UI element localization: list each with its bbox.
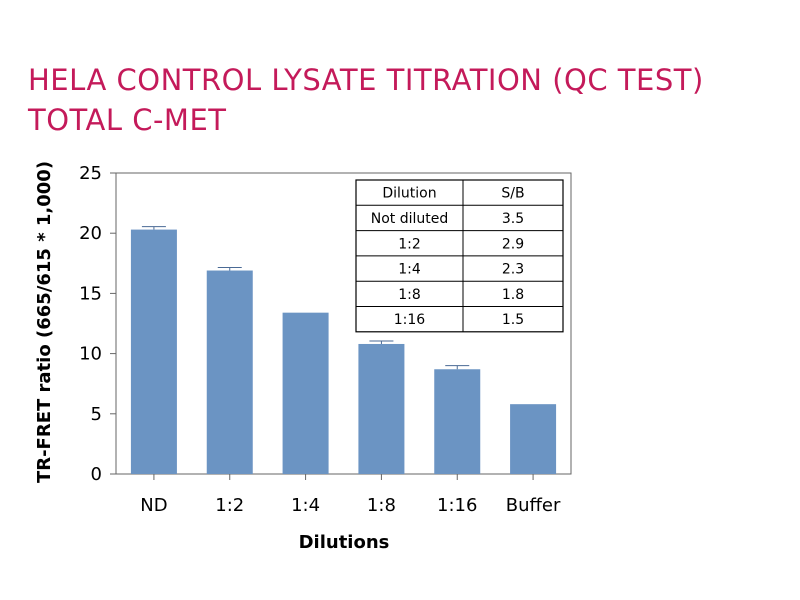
x-tick-label: ND [140, 495, 167, 516]
x-tick-label: 1:4 [291, 495, 320, 516]
bar-nd [130, 229, 177, 474]
bar-1-4 [282, 312, 329, 474]
chart-title: HELA CONTROL LYSATE TITRATION (QC TEST) [28, 63, 704, 97]
table-cell-dilution: 1:8 [398, 287, 421, 303]
table-cell-dilution: 1:16 [394, 312, 426, 328]
y-tick-label: 10 [79, 344, 102, 365]
table-cell-sb: 1.8 [502, 287, 524, 303]
table-header-dilution: Dilution [382, 186, 436, 202]
plot-frame [115, 172, 572, 475]
table-cell-dilution: Not diluted [371, 211, 449, 227]
y-axis-title: TR-FRET ratio (665/615 * 1,000) [34, 161, 55, 483]
x-tick-label: 1:16 [437, 495, 477, 516]
x-tick-label: Buffer [506, 495, 561, 516]
bar-1-8 [358, 343, 405, 474]
bar-buffer [510, 404, 557, 474]
table-header-sb: S/B [501, 186, 524, 202]
bars [130, 226, 557, 474]
axes [115, 172, 572, 475]
y-tick-label: 0 [91, 464, 102, 485]
chart-subtitle: TOTAL C-MET [28, 103, 227, 137]
bar-1-2 [206, 270, 253, 474]
x-tick-label: 1:8 [367, 495, 396, 516]
y-tick-label: 5 [91, 404, 102, 425]
x-tick-label: 1:2 [215, 495, 244, 516]
bar-1-16 [434, 369, 481, 474]
table-cell-sb: 2.9 [502, 236, 524, 252]
y-tick-label: 25 [79, 163, 102, 184]
table-cell-dilution: 1:2 [398, 236, 421, 252]
table-cell-sb: 2.3 [502, 262, 524, 278]
table-cell-sb: 3.5 [502, 211, 524, 227]
table-cell-dilution: 1:4 [398, 262, 421, 278]
ticks: 0 5 10 15 20 25 ND 1:2 1:4 1:8 1:16 Buffer [79, 163, 561, 516]
y-tick-label: 20 [79, 223, 102, 244]
x-axis-title: Dilutions [299, 532, 390, 553]
y-tick-label: 15 [79, 283, 102, 304]
table-cell-sb: 1.5 [502, 312, 524, 328]
inset-table: Dilution S/B Not diluted 3.5 1:2 2.9 1:4 2.3 1:8… [355, 179, 564, 333]
